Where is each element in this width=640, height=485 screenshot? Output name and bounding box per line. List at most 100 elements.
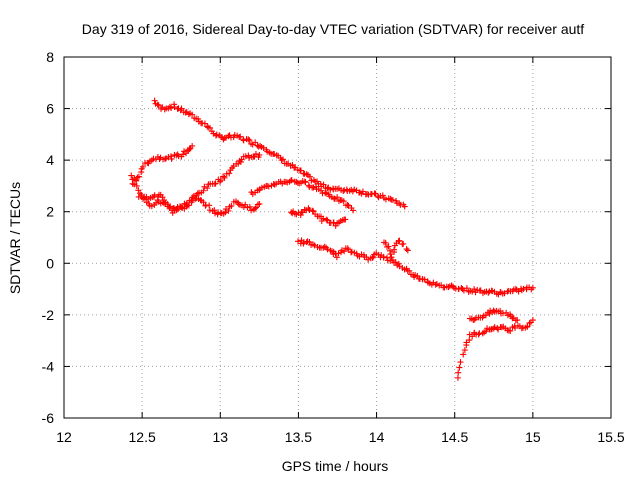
y-tick-label: 8 [46, 49, 54, 65]
data-point [185, 202, 192, 209]
data-point [391, 246, 398, 253]
x-tick-label: 15 [525, 429, 541, 445]
x-tick-label: 14 [369, 429, 385, 445]
data-point [387, 251, 394, 258]
data-point [365, 256, 372, 263]
data-point [252, 205, 259, 212]
data-point [178, 105, 185, 112]
x-tick-label: 12.5 [129, 429, 156, 445]
point-layer [128, 97, 536, 381]
data-point [320, 215, 327, 222]
data-point [135, 173, 142, 180]
data-point [331, 195, 338, 202]
data-point [306, 183, 313, 190]
tick-layer: 12 12.5 13 13.5 14 14.5 15 15.5 -6 -4 -2 0 2 4 6 8 [42, 49, 625, 445]
data-point [529, 284, 536, 291]
data-point [455, 369, 462, 376]
data-point [392, 259, 399, 266]
y-tick-label: 6 [46, 101, 54, 117]
data-point [395, 238, 402, 245]
data-point [246, 137, 253, 144]
data-point [257, 142, 264, 149]
data-point [189, 142, 196, 149]
data-point [201, 183, 208, 190]
y-tick-label: -4 [42, 358, 55, 374]
data-point [246, 203, 253, 210]
data-point [322, 189, 329, 196]
data-point [482, 328, 489, 335]
data-point [155, 102, 162, 109]
data-point [195, 115, 202, 122]
data-point [252, 139, 259, 146]
data-point [475, 331, 482, 338]
chart-title: Day 319 of 2016, Sidereal Day-to-day VTE… [82, 21, 585, 37]
data-point [369, 254, 376, 261]
data-point [173, 207, 180, 214]
data-point [204, 185, 211, 192]
data-point [133, 182, 140, 189]
data-point [306, 173, 313, 180]
data-point [334, 194, 341, 201]
data-point [323, 216, 330, 223]
y-tick-label: 0 [46, 255, 54, 271]
data-point [471, 286, 478, 293]
data-point [211, 210, 218, 217]
data-point [385, 243, 392, 250]
data-point [529, 317, 536, 324]
data-point [245, 136, 252, 143]
y-tick-label: -6 [42, 410, 55, 426]
data-point [342, 216, 349, 223]
data-point [248, 207, 255, 214]
data-point [485, 289, 492, 296]
data-point [324, 246, 331, 253]
series-rise-track [128, 142, 196, 188]
data-point [178, 204, 185, 211]
data-point [171, 104, 178, 111]
data-point [186, 146, 193, 153]
data-point [340, 198, 347, 205]
data-point [406, 267, 413, 274]
data-point [235, 201, 242, 208]
x-tick-label: 13 [212, 429, 228, 445]
data-point [240, 137, 247, 144]
data-point [491, 324, 498, 331]
data-point [341, 248, 348, 255]
data-point [132, 177, 139, 184]
data-point [396, 237, 403, 244]
data-point [501, 290, 508, 297]
data-point [302, 179, 309, 186]
data-point [389, 197, 396, 204]
data-point [256, 200, 263, 207]
data-point [320, 181, 327, 188]
series-tail-upper [466, 307, 521, 324]
y-axis-label: SDTVAR / TECUs [7, 182, 23, 294]
data-point [404, 247, 411, 254]
data-point [524, 323, 531, 330]
data-point [514, 317, 521, 324]
data-point [165, 153, 172, 160]
data-point [280, 156, 287, 163]
data-point [512, 285, 519, 292]
data-point [432, 281, 439, 288]
data-point [382, 196, 389, 203]
data-point [401, 203, 408, 210]
data-point [333, 254, 340, 261]
data-point [330, 219, 337, 226]
data-point [225, 207, 232, 214]
data-point [246, 154, 253, 161]
data-point [457, 359, 464, 366]
data-point [479, 330, 486, 337]
data-point [167, 203, 174, 210]
data-point [359, 188, 366, 195]
data-point [211, 180, 218, 187]
data-point [308, 177, 315, 184]
data-point [403, 246, 410, 253]
data-point [463, 285, 470, 292]
data-point [469, 333, 476, 340]
data-point [226, 170, 233, 177]
data-point [168, 155, 175, 162]
data-point [228, 202, 235, 209]
data-point [526, 320, 533, 327]
data-point [189, 111, 196, 118]
